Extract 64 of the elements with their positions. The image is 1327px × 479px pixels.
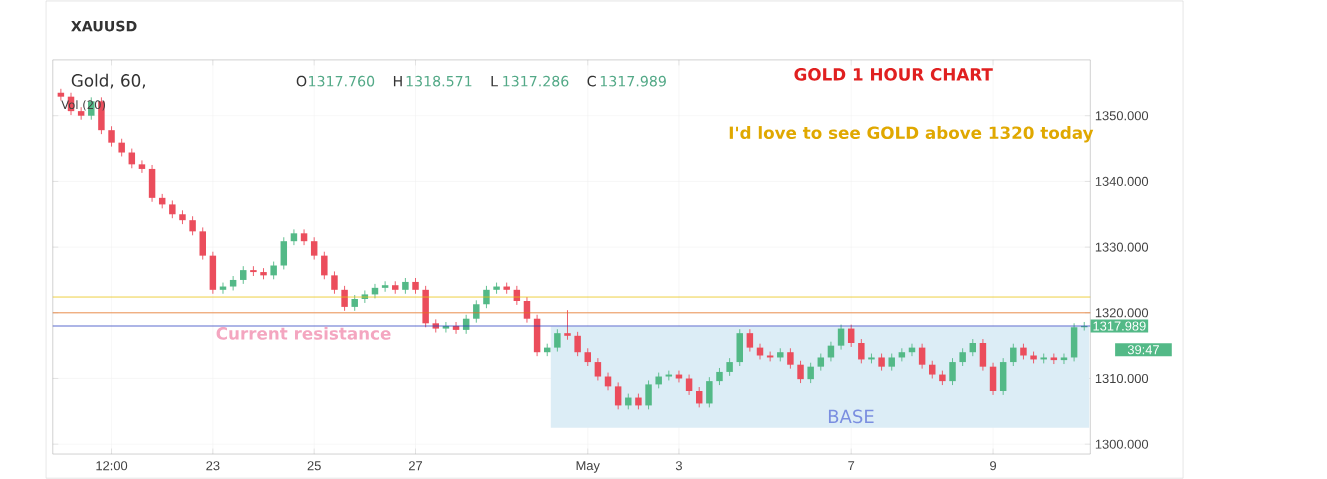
- annotation: 1317.760: [309, 75, 375, 87]
- annotation: C: [587, 75, 596, 87]
- candlestick: [574, 331, 581, 357]
- x-tick-label: 7: [848, 461, 855, 470]
- x-tick-label: 23: [206, 461, 220, 471]
- annotation: 1317.286: [503, 75, 569, 87]
- x-tick-label: 3: [675, 461, 682, 471]
- annotation: H: [393, 75, 402, 87]
- candlestick: [310, 236, 318, 260]
- text: XAUUSD: [71, 20, 137, 32]
- candlestick: [1060, 353, 1068, 365]
- x-tick-label: 9: [990, 461, 997, 471]
- candlestick: [787, 347, 794, 370]
- candlestick: [321, 251, 328, 280]
- band-label: BASE: [828, 409, 874, 424]
- candlestick: [918, 343, 926, 370]
- y-tick-label: 1340.000: [1095, 176, 1149, 186]
- candlestick: [979, 338, 987, 371]
- candlestick: [77, 106, 85, 121]
- annotation: Current resistance: [216, 326, 391, 340]
- chart-title: GOLD 1 HOUR CHART: [794, 67, 993, 81]
- candlestick: [564, 309, 571, 341]
- candlestick: [797, 360, 804, 384]
- candlestick: [858, 338, 865, 364]
- candlestick: [614, 381, 622, 410]
- x-tick-label: May: [576, 461, 600, 473]
- candlestick: [594, 357, 602, 381]
- candlestick: [381, 280, 389, 293]
- annotation: 1318.571: [406, 75, 472, 87]
- y-tick-label: 1350.000: [1095, 111, 1149, 121]
- candlestick: [554, 328, 561, 352]
- candlestick: [746, 328, 754, 352]
- candlestick: [1010, 343, 1017, 367]
- y-tick-label: 1300.000: [1095, 439, 1149, 449]
- annotation: L: [491, 75, 498, 87]
- y-tick-label: 1330.000: [1095, 242, 1149, 252]
- candlestick: [706, 376, 713, 408]
- candlestick: [341, 285, 348, 312]
- candlestick: [807, 362, 814, 384]
- y-tick-label: 1310.000: [1095, 373, 1149, 383]
- x-tick-label: 25: [307, 461, 321, 471]
- x-tick-label: 12:00: [96, 461, 128, 471]
- text: 39:47: [1127, 345, 1159, 355]
- candlestick: [290, 228, 298, 246]
- candlestick: [108, 125, 115, 147]
- annotation: 1317.989: [600, 75, 666, 87]
- annotation: Gold, 60,: [71, 73, 145, 89]
- candlestick: [57, 88, 65, 101]
- candlestick: [645, 379, 652, 410]
- candlestick: [189, 215, 196, 236]
- candlestick: [837, 324, 845, 350]
- annotation: I'd love to see GOLD above 1320 today: [729, 126, 1094, 143]
- candlestick: [685, 374, 693, 396]
- y-tick-label: 1320.000: [1095, 308, 1149, 318]
- candlestick: [138, 159, 146, 174]
- annotation: O: [296, 75, 307, 87]
- candlestick: [473, 299, 480, 324]
- candlestick: [229, 275, 237, 291]
- candlestick: [949, 357, 956, 386]
- candlestick: [756, 343, 764, 360]
- candlestick: [331, 270, 338, 295]
- candlestick: [300, 228, 308, 246]
- ref-line-label: 1317.989: [1093, 321, 1146, 331]
- x-tick-label: 27: [408, 461, 423, 471]
